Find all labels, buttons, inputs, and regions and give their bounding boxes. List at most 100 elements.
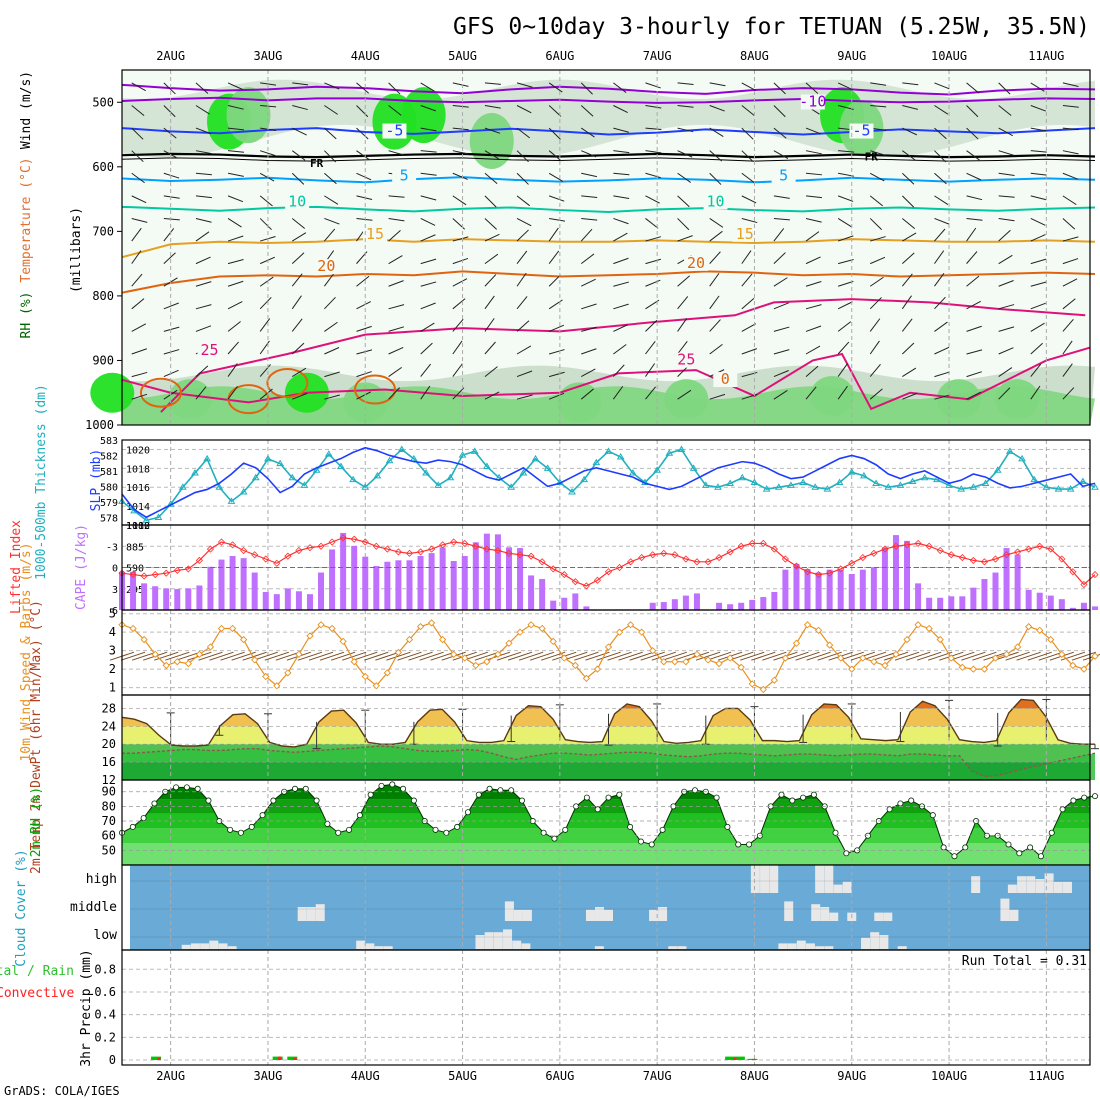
cape-bar <box>528 575 535 610</box>
wind-barb <box>291 252 305 265</box>
wind-barb <box>1062 363 1073 377</box>
slp-marker <box>860 471 868 479</box>
dewpoint-band-low <box>122 762 1090 780</box>
y-tick-label: 700 <box>92 224 114 238</box>
precip-total-bar <box>287 1056 298 1060</box>
temp-label: 10 <box>288 193 306 211</box>
wind-speed-marker <box>671 658 679 666</box>
temperature-axis-label: Temperature (°C) <box>19 157 34 282</box>
thickness-tick-label: 581 <box>100 467 118 478</box>
wind-speed-marker <box>737 663 745 671</box>
wind-barb <box>709 319 721 332</box>
slp-marker <box>142 516 151 523</box>
wind-barb <box>356 371 372 378</box>
wind-barb <box>1030 105 1046 112</box>
wind-barb <box>452 318 464 332</box>
temp-tick-label: 20 <box>102 737 116 751</box>
cape-bar <box>738 602 745 610</box>
cloud-bar <box>1007 884 1017 893</box>
cloud-bar <box>594 946 604 949</box>
cape-bar <box>329 549 336 610</box>
cloud-bar <box>677 946 687 949</box>
wind-barb <box>388 105 402 116</box>
rh-blob <box>936 379 981 420</box>
wind-barb <box>709 272 720 287</box>
wind-barb-10m <box>607 651 632 661</box>
wind-barb <box>870 82 887 86</box>
wind-speed-marker <box>1002 650 1011 658</box>
isotherm-20-pocket <box>353 374 396 405</box>
rh-marker <box>908 797 915 804</box>
wind-barb <box>998 326 1015 332</box>
cape-bar <box>505 547 512 610</box>
wind-barb <box>195 82 209 94</box>
lifted-marker <box>1091 571 1099 579</box>
lifted-marker <box>472 542 480 550</box>
wind-barb <box>516 345 532 355</box>
cape-bar <box>461 555 468 610</box>
date-label-top: 9AUG <box>837 49 866 63</box>
cape-bar <box>207 566 214 610</box>
rh-marker <box>648 841 655 848</box>
wind-barb <box>677 105 694 108</box>
cloud-bar <box>861 937 871 949</box>
lifted-marker <box>1014 548 1022 556</box>
wind-barb <box>291 150 306 161</box>
lifted-marker <box>560 571 568 579</box>
wind-barb-10m <box>894 651 920 661</box>
wind-speed-marker <box>217 624 226 633</box>
wind-speed-marker <box>649 647 657 655</box>
wind-barb-10m <box>905 651 931 661</box>
wind-speed-marker <box>239 635 248 644</box>
wind-barb <box>869 276 884 287</box>
wind-barb <box>773 390 788 400</box>
rh-marker <box>583 794 590 801</box>
wind-barb <box>709 172 722 185</box>
wind-tick-label: 3 <box>109 644 116 658</box>
lifted-marker <box>859 554 867 562</box>
slp-marker <box>653 466 662 473</box>
rh-marker <box>464 809 471 816</box>
rh-marker <box>335 829 342 836</box>
wind-barb-10m <box>729 651 754 661</box>
wind-barb <box>870 150 886 156</box>
wind-speed-marker <box>505 639 513 647</box>
cape-bar <box>749 599 756 610</box>
wind-barb <box>934 127 947 140</box>
date-axis: 2AUG 2AUG 3AUG 3AUG 4AUG 4AUG 5AUG 5AUG 6AUG 6AUG… <box>156 49 1064 1083</box>
temp-band <box>122 726 1090 745</box>
slp-marker <box>276 459 284 467</box>
wind-barb <box>869 195 884 207</box>
temp2m-axis-label: 2m Temp 2m DewPt (6hr Min/Max) (°C) <box>29 600 44 874</box>
wind-speed-marker <box>251 656 259 664</box>
cape-bar <box>174 589 181 610</box>
wind-speed-marker <box>372 682 380 690</box>
lifted-marker <box>140 572 148 580</box>
wind-barb <box>805 127 822 135</box>
wind-barb <box>998 367 1013 378</box>
rh-tick-label: 50 <box>102 843 116 857</box>
slp-marker <box>1042 483 1051 490</box>
wind-tick-label: 5 <box>109 607 116 621</box>
wind-speed-marker <box>958 663 966 671</box>
wind-barb <box>484 233 500 242</box>
wind-barb <box>773 228 785 242</box>
wind-barb <box>388 326 405 332</box>
lifted-tick-label: 3 <box>112 585 118 596</box>
temp-label-bg <box>771 168 796 184</box>
wind-barb <box>581 172 597 178</box>
wind-barb-10m <box>961 651 986 661</box>
slp-marker <box>750 478 759 485</box>
wind-speed-marker <box>892 650 900 658</box>
wind-barb <box>548 324 565 332</box>
rh-blob <box>469 113 514 169</box>
wind-speed-marker <box>228 624 237 633</box>
lifted-marker <box>361 538 369 546</box>
cloud-bar <box>1035 879 1045 893</box>
slp-tick-label: 1020 <box>126 445 150 456</box>
slp-marker <box>178 483 187 490</box>
wind-barb <box>805 82 819 94</box>
slp-marker <box>847 468 856 475</box>
freezing-level-label: FR <box>865 150 879 163</box>
cape-bar <box>771 591 778 610</box>
